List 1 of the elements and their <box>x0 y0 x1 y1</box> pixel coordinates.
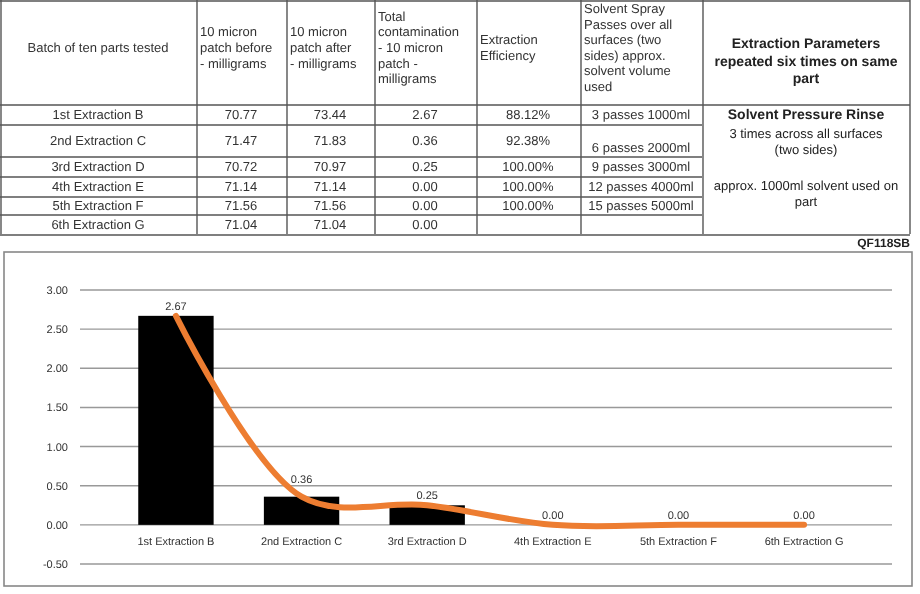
bar <box>138 315 214 525</box>
